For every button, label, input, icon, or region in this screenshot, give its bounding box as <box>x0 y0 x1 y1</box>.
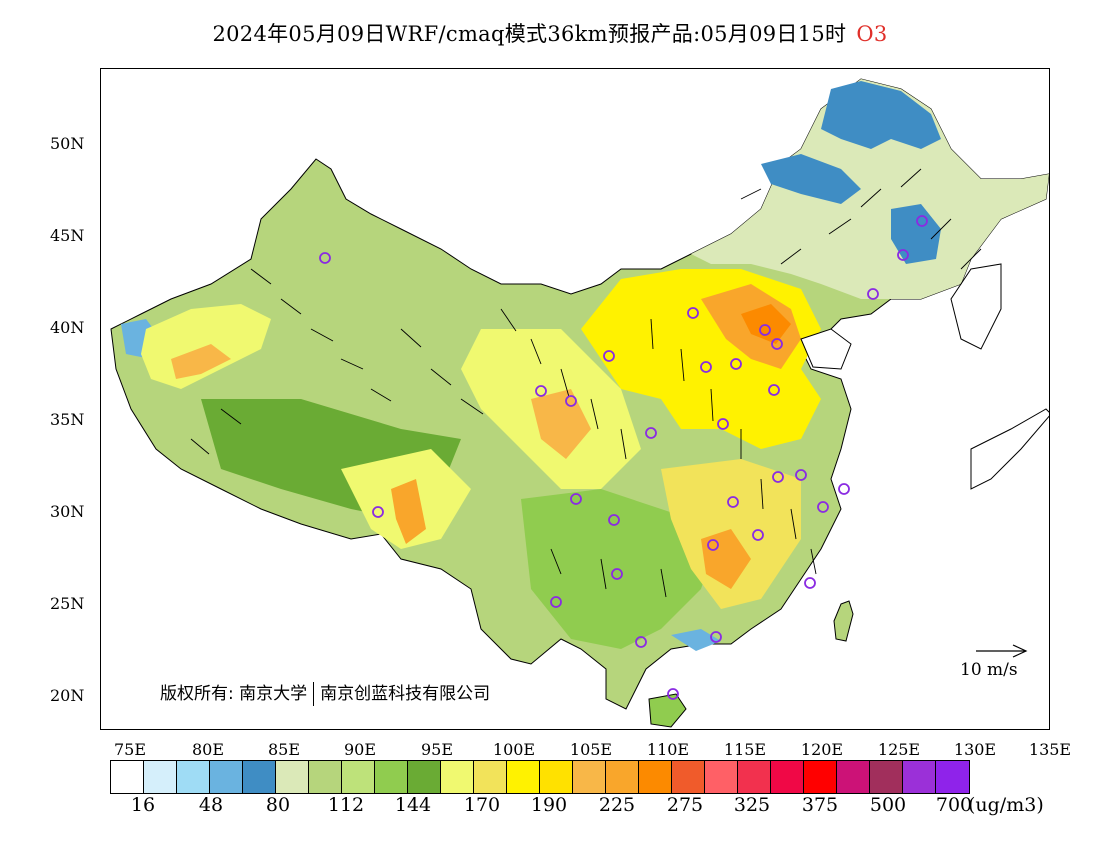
colorbar-label: 700 <box>935 794 973 816</box>
colorbar-label: 80 <box>265 794 291 816</box>
colorbar-cell <box>936 761 969 793</box>
tibet-orange <box>391 479 426 544</box>
lat-label-25: 25N <box>50 594 85 613</box>
lon-label-125: 125E <box>877 740 921 759</box>
central-orange <box>531 389 591 459</box>
pearl-river-patch <box>671 629 721 651</box>
colorbar-cell <box>606 761 639 793</box>
lat-label-30: 30N <box>50 502 85 521</box>
colorbar-cell <box>342 761 375 793</box>
japan-outline <box>970 408 1049 490</box>
lon-label-100: 100E <box>492 740 536 759</box>
forecast-map <box>110 78 1049 728</box>
colorbar-label: 500 <box>869 794 907 816</box>
colorbar-cell <box>441 761 474 793</box>
colorbar-cell <box>309 761 342 793</box>
colorbar-cell <box>177 761 210 793</box>
hainan <box>648 693 687 728</box>
lon-label-120: 120E <box>800 740 844 759</box>
northeast-region <box>691 79 1049 299</box>
lon-label-90: 90E <box>343 740 377 759</box>
colorbar-cell <box>243 761 276 793</box>
tarim-orange <box>171 344 231 379</box>
colorbar-cell <box>276 761 309 793</box>
colorbar-cell <box>837 761 870 793</box>
lon-label-105: 105E <box>569 740 613 759</box>
colorbar-cell <box>111 761 144 793</box>
lon-label-80: 80E <box>191 740 225 759</box>
colorbar-label: 112 <box>327 794 365 816</box>
lat-label-20: 20N <box>50 686 85 705</box>
colorbar-label: 275 <box>666 794 704 816</box>
colorbar-cell <box>903 761 936 793</box>
colorbar-cell <box>573 761 606 793</box>
colorbar-label: 225 <box>598 794 636 816</box>
low-ozone-patch-ne2 <box>761 154 861 204</box>
lon-label-95: 95E <box>420 740 454 759</box>
colorbar-cell <box>408 761 441 793</box>
pollutant-label: O3 <box>856 22 888 46</box>
lat-label-35: 35N <box>50 410 85 429</box>
colorbar-label: 325 <box>733 794 771 816</box>
vector-reference-label: 10 m/s <box>960 660 1018 680</box>
copyright-divider <box>313 682 315 706</box>
low-ozone-patch-ne3 <box>891 204 941 264</box>
colorbar-cell <box>144 761 177 793</box>
colorbar-cell <box>672 761 705 793</box>
wind-vectors <box>190 168 982 598</box>
copyright-notice: 版权所有: 南京大学 南京创蓝科技有限公司 <box>160 679 490 706</box>
title-text: 2024年05月09日WRF/cmaq模式36km预报产品:05月09日15时 <box>212 22 847 46</box>
colorbar-cell <box>210 761 243 793</box>
lon-label-85: 85E <box>267 740 301 759</box>
lon-label-135: 135E <box>1028 740 1072 759</box>
colorbar-unit: (ug/m3) <box>968 794 1044 816</box>
colorbar-label: 16 <box>130 794 156 816</box>
colorbar-cell <box>738 761 771 793</box>
colorbar <box>110 760 970 794</box>
colorbar-label: 48 <box>198 794 224 816</box>
colorbar-cell <box>540 761 573 793</box>
colorbar-cell <box>705 761 738 793</box>
korea-outline <box>950 263 1002 350</box>
colorbar-cell <box>507 761 540 793</box>
colorbar-cell <box>474 761 507 793</box>
colorbar-label: 190 <box>530 794 568 816</box>
map-panel[interactable] <box>100 68 1050 730</box>
colorbar-cell <box>870 761 903 793</box>
copyright-org1: 南京大学 <box>239 684 308 704</box>
bohai-outline <box>800 328 852 370</box>
map-title: 2024年05月09日WRF/cmaq模式36km预报产品:05月09日15时 O… <box>0 18 1100 48</box>
lon-label-75: 75E <box>113 740 147 759</box>
colorbar-cell <box>804 761 837 793</box>
south-orange <box>701 529 751 589</box>
lon-label-130: 130E <box>953 740 997 759</box>
south-green <box>521 489 721 649</box>
taiwan <box>833 600 854 642</box>
lat-label-45: 45N <box>50 226 85 245</box>
colorbar-label: 170 <box>463 794 501 816</box>
colorbar-cell <box>375 761 408 793</box>
colorbar-cell <box>639 761 672 793</box>
colorbar-label: 375 <box>801 794 839 816</box>
lat-label-40: 40N <box>50 318 85 337</box>
station-markers <box>319 215 928 700</box>
colorbar-cell <box>771 761 804 793</box>
lat-label-50: 50N <box>50 134 85 153</box>
beijing-hotspot <box>741 304 791 344</box>
lon-label-110: 110E <box>646 740 690 759</box>
lon-label-115: 115E <box>723 740 767 759</box>
colorbar-label: 144 <box>394 794 432 816</box>
copyright-org2: 南京创蓝科技有限公司 <box>320 684 491 704</box>
copyright-prefix: 版权所有: <box>160 684 234 704</box>
low-ozone-patch-ne <box>821 81 941 149</box>
reference-arrow <box>976 644 1028 658</box>
